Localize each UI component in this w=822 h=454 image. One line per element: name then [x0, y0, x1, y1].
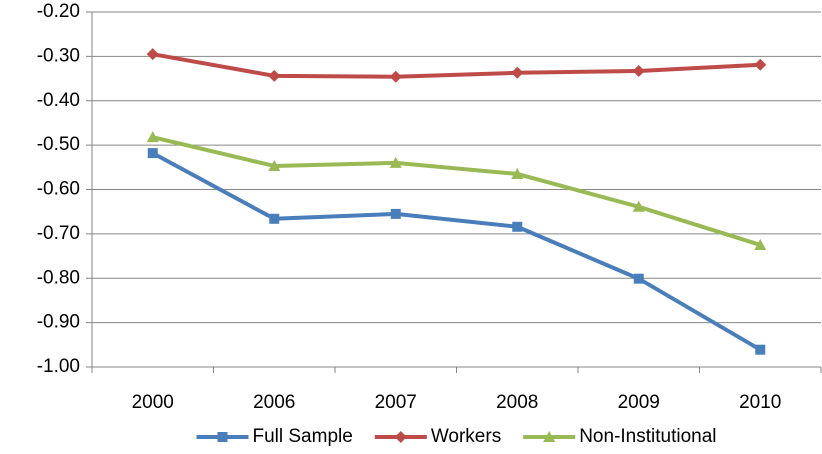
- marker: [512, 221, 523, 232]
- legend-label: Non-Institutional: [579, 426, 716, 447]
- marker: [269, 213, 280, 224]
- marker: [268, 69, 281, 82]
- legend-item: Non-Institutional: [523, 426, 717, 447]
- x-tick-label: 2009: [618, 392, 660, 413]
- y-tick-label: -0.60: [37, 179, 80, 200]
- y-tick-label: -0.20: [37, 1, 80, 22]
- y-tick-label: -0.70: [37, 223, 80, 244]
- marker: [390, 208, 401, 219]
- marker: [754, 238, 767, 250]
- legend-item: Workers: [374, 426, 501, 447]
- marker: [389, 70, 402, 83]
- marker: [389, 156, 402, 168]
- x-tick-label: 2000: [132, 392, 174, 413]
- marker: [146, 131, 159, 143]
- marker: [755, 344, 766, 355]
- marker: [511, 66, 524, 79]
- marker: [147, 148, 158, 159]
- marker: [632, 65, 645, 78]
- marker: [633, 273, 644, 284]
- marker: [543, 431, 556, 442]
- legend-item: Full Sample: [196, 426, 353, 447]
- y-tick-label: -0.80: [37, 267, 80, 288]
- marker: [217, 432, 228, 442]
- x-tick-label: 2008: [496, 392, 538, 413]
- marker: [511, 167, 524, 179]
- legend-label: Workers: [431, 426, 501, 447]
- y-tick-label: -0.50: [37, 134, 80, 155]
- marker: [146, 48, 159, 61]
- y-tick-label: -0.40: [37, 90, 80, 111]
- y-tick-label: -0.30: [37, 45, 80, 66]
- marker: [268, 159, 281, 171]
- marker: [754, 58, 767, 71]
- x-tick-label: 2006: [253, 392, 295, 413]
- y-tick-label: -0.90: [37, 312, 80, 333]
- x-tick-label: 2010: [739, 392, 781, 413]
- legend: Full Sample Workers Non-Institutional: [196, 426, 717, 447]
- series-line: [151, 151, 762, 352]
- marker: [632, 200, 645, 212]
- x-tick-label: 2007: [375, 392, 417, 413]
- legend-label: Full Sample: [252, 426, 352, 447]
- series-line: [152, 52, 761, 79]
- y-tick-label: -1.00: [37, 356, 80, 377]
- marker: [394, 431, 407, 443]
- series-line: [152, 135, 761, 247]
